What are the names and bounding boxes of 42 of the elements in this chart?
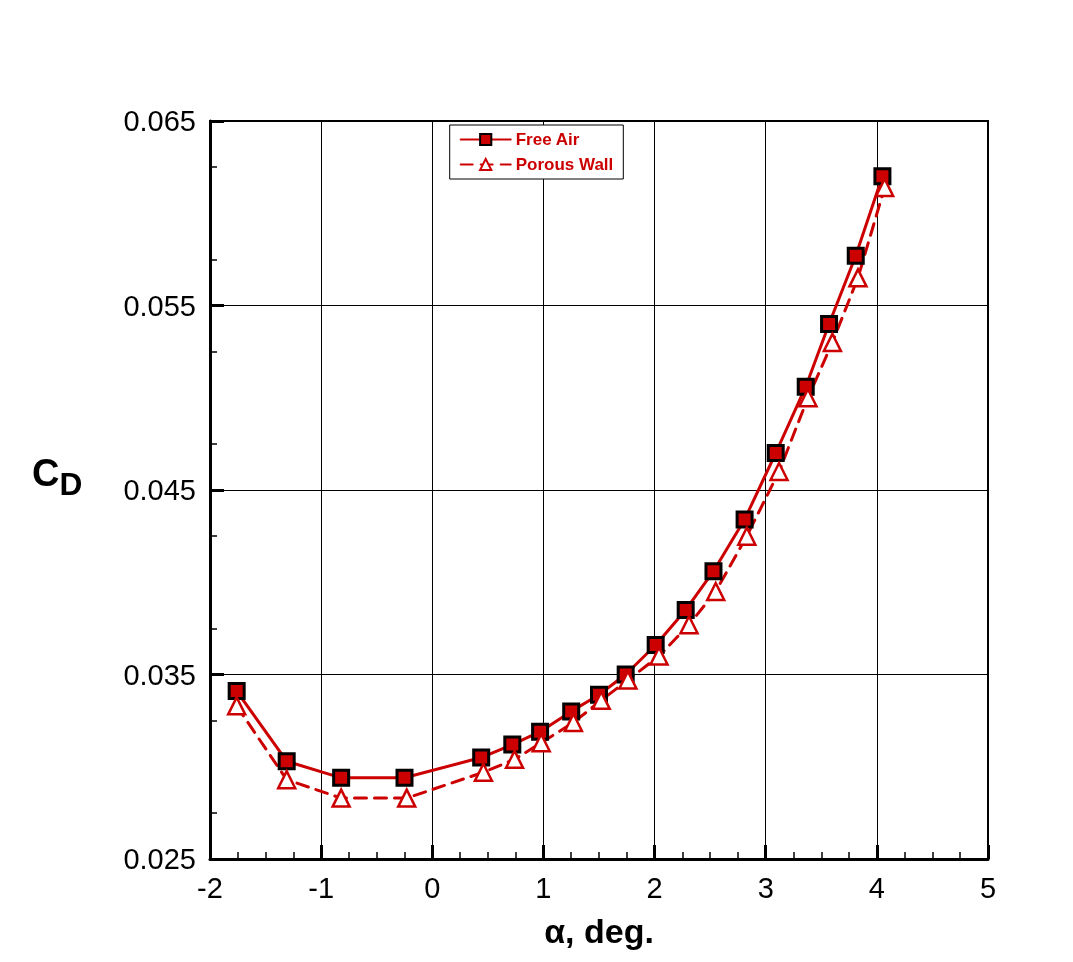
point — [473, 762, 494, 783]
point — [227, 682, 246, 701]
point — [769, 461, 789, 482]
x-tick-label: 5 — [979, 871, 997, 904]
point — [848, 268, 868, 288]
point — [504, 749, 525, 770]
point — [331, 788, 351, 808]
x-tick-label: 3 — [757, 871, 774, 904]
point — [332, 768, 351, 787]
x-tick-label: -2 — [197, 871, 223, 904]
y-tick-label: 0.055 — [123, 289, 196, 322]
point — [649, 646, 669, 666]
y-tick-label: 0.025 — [123, 843, 196, 875]
point — [766, 444, 785, 463]
point — [737, 526, 757, 546]
y-axis-title: C$_{D}$ — [32, 452, 83, 503]
point — [820, 314, 839, 333]
point — [472, 748, 491, 767]
point — [396, 788, 417, 808]
x-tick-label: 0 — [424, 871, 441, 904]
x-axis-title: α, deg. — [544, 912, 654, 950]
point — [277, 752, 296, 771]
point — [846, 246, 865, 265]
y-tick-label: 0.065 — [123, 105, 196, 137]
y-tick-label: 0.045 — [123, 474, 196, 506]
point — [705, 581, 726, 602]
point — [822, 332, 843, 353]
point — [679, 614, 699, 635]
point — [226, 696, 247, 716]
point — [735, 510, 754, 529]
point — [676, 600, 695, 619]
y-tick-label: 0.035 — [123, 658, 196, 691]
x-tick-label: 2 — [646, 871, 663, 904]
point — [276, 769, 297, 790]
point — [704, 562, 723, 581]
x-tick-label: 1 — [535, 871, 552, 904]
x-tick-label: -1 — [308, 871, 335, 904]
x-tick-label: 4 — [868, 871, 885, 904]
point — [503, 735, 522, 754]
legend-label: Porous Wall — [515, 155, 614, 174]
point — [395, 768, 414, 787]
legend-label: Free Air — [515, 130, 580, 149]
